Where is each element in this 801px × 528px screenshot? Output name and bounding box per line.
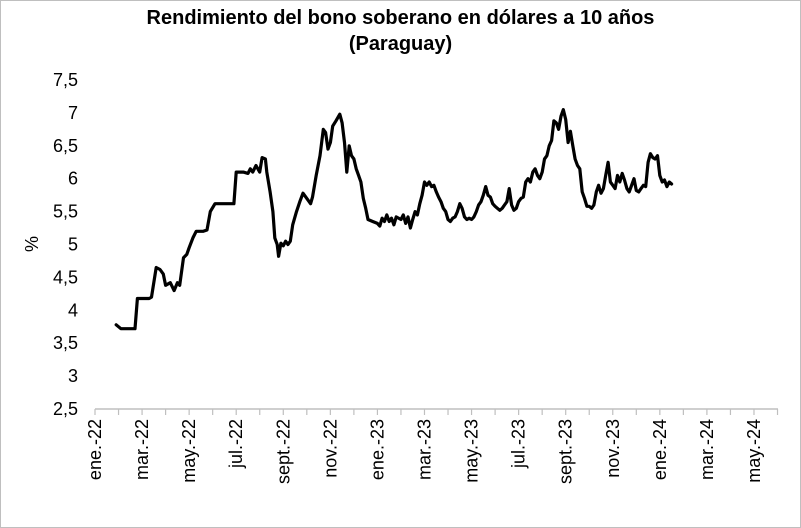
y-tick-label: 3,5 bbox=[53, 333, 78, 353]
y-axis: 2,5 3 3,5 4 4,5 5 5,5 6 6,5 7 7,5 bbox=[53, 70, 78, 419]
x-tick-label: may.-22 bbox=[179, 419, 199, 483]
x-tick-label: jul.-23 bbox=[509, 419, 529, 469]
x-tick-label: mar.-23 bbox=[414, 419, 434, 480]
x-tick-label: nov.-22 bbox=[320, 419, 340, 478]
y-tick-label: 6 bbox=[68, 169, 78, 189]
chart-title: Rendimiento del bono soberano en dólares… bbox=[146, 7, 655, 29]
y-tick-label: 3 bbox=[68, 366, 78, 386]
chart-subtitle: (Paraguay) bbox=[348, 33, 453, 55]
series-layer bbox=[114, 108, 674, 331]
y-tick-label: 7,5 bbox=[53, 70, 78, 90]
y-tick-label: 4,5 bbox=[53, 267, 78, 287]
y-tick-label: 5,5 bbox=[53, 202, 78, 222]
x-tick-label: may.-24 bbox=[744, 419, 764, 483]
y-tick-label: 2,5 bbox=[53, 399, 78, 419]
x-tick-label: sept.-22 bbox=[273, 419, 293, 484]
x-tick-label: jul.-22 bbox=[226, 419, 246, 469]
x-axis: ene.-22 mar.-22 may.-22 jul.-22 sept.-22 nov.… bbox=[85, 408, 779, 484]
x-tick-label: mar.-22 bbox=[132, 419, 152, 480]
x-tick-label: mar.-24 bbox=[697, 419, 717, 480]
x-tick-label: sept.-23 bbox=[556, 419, 576, 484]
x-tick-label: ene.-24 bbox=[650, 419, 670, 480]
y-tick-label: 4 bbox=[68, 300, 78, 320]
x-tick-label: ene.-22 bbox=[85, 419, 105, 480]
x-tick-label: ene.-23 bbox=[367, 419, 387, 480]
y-axis-label: % bbox=[22, 236, 42, 252]
x-tick-label: may.-23 bbox=[462, 419, 482, 483]
y-tick-label: 7 bbox=[68, 103, 78, 123]
y-tick-label: 6,5 bbox=[53, 136, 78, 156]
y-tick-label: 5 bbox=[68, 235, 78, 255]
series-line bbox=[114, 108, 674, 331]
x-tick-label: nov.-23 bbox=[603, 419, 623, 478]
